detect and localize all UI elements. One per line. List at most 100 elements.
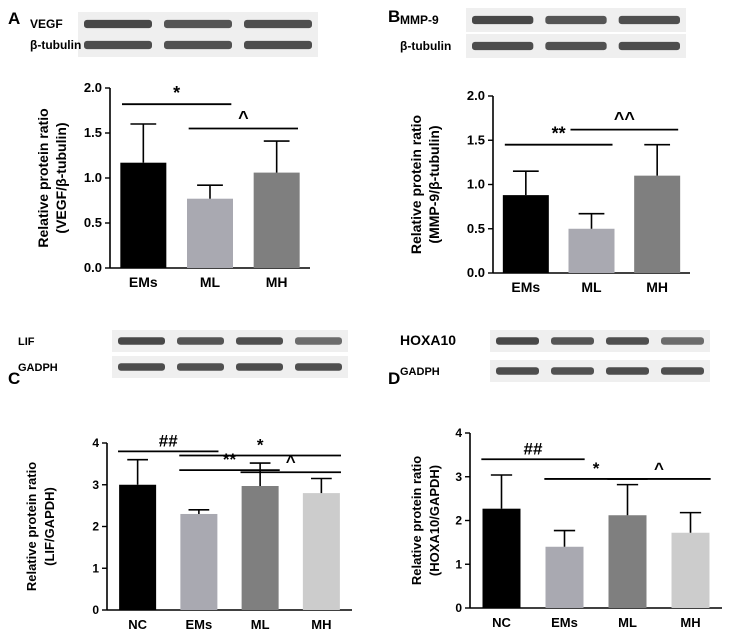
blot-band	[177, 363, 224, 371]
x-tick-label: EMs	[511, 279, 540, 295]
panel-letter: A	[8, 9, 20, 28]
y-tick-label: 1.0	[84, 170, 102, 185]
blot-band	[84, 19, 152, 29]
blot-band	[84, 40, 152, 50]
blot-band	[606, 367, 649, 375]
y-tick-label: 1.0	[467, 177, 485, 192]
bar-mh	[634, 175, 681, 273]
y-tick-label: 0.0	[467, 265, 485, 280]
blot-band	[236, 363, 283, 371]
blot-label-loading: β-tubulin	[400, 39, 451, 53]
significance-mark: ^^	[614, 109, 636, 129]
y-tick-label: 1	[455, 557, 462, 571]
blot-label-loading: GADPH	[400, 366, 440, 378]
y-tick-label: 4	[92, 436, 99, 450]
significance-mark: ##	[524, 439, 543, 458]
x-tick-label: ML	[251, 617, 270, 632]
blot-band	[244, 40, 312, 50]
significance-mark: *	[173, 83, 180, 103]
y-axis-label-sub: (HOXA10/GAPDH)	[427, 465, 442, 576]
y-axis-label-sub: (VEGF/β-tubulin)	[53, 122, 69, 233]
y-tick-label: 0	[92, 603, 99, 617]
blot-label-target: HOXA10	[400, 332, 456, 348]
x-tick-label: MH	[680, 615, 700, 630]
blot-band	[118, 363, 165, 371]
y-tick-label: 2	[455, 514, 462, 528]
blot-band	[472, 15, 534, 25]
blot-strip-target	[112, 330, 348, 352]
bar-ems	[502, 195, 549, 273]
y-axis-label: Relative protein ratio	[24, 462, 39, 591]
bar-ml	[241, 486, 279, 610]
y-tick-label: 2	[92, 520, 99, 534]
y-tick-label: 0.5	[84, 215, 102, 230]
significance-mark: **	[552, 124, 566, 144]
y-tick-label: 1.5	[84, 125, 102, 140]
bar-ems	[120, 162, 167, 268]
y-tick-label: 0.5	[467, 221, 485, 236]
bar-ems	[545, 546, 584, 608]
y-axis-label: Relative protein ratio	[35, 108, 51, 247]
blot-label-target: VEGF	[30, 17, 63, 31]
y-axis-label: Relative protein ratio	[409, 456, 424, 585]
x-tick-label: MH	[311, 617, 331, 632]
blot-band	[496, 367, 539, 375]
blot-band	[551, 367, 594, 375]
y-tick-label: 2.0	[467, 88, 485, 103]
significance-mark: *	[593, 459, 600, 478]
blot-band	[164, 19, 232, 29]
bar-ems	[180, 513, 218, 610]
bar-mh	[253, 172, 300, 268]
panel-b: B MMP-9 β-tubulin 0.0 0.5 1.0 1.5 2.0 Relative p…	[388, 7, 690, 295]
y-axis-label: Relative protein ratio	[408, 115, 424, 254]
y-tick-label: 1	[92, 561, 99, 575]
blot-band	[496, 337, 539, 345]
x-tick-label: MH	[266, 274, 288, 290]
blot-band	[661, 367, 704, 375]
blot-label-target: LIF	[18, 336, 35, 348]
bar-mh	[671, 532, 710, 608]
blot-label-loading: β-tubulin	[30, 38, 81, 52]
x-tick-label: EMs	[186, 617, 213, 632]
blot-band	[164, 40, 232, 50]
y-tick-label: 1.5	[467, 132, 485, 147]
panel-letter: B	[388, 7, 400, 26]
blot-band	[618, 41, 680, 51]
significance-mark: ##	[159, 431, 178, 450]
blot-strip-target	[490, 330, 710, 352]
blot-band	[661, 337, 704, 345]
significance-mark: *	[257, 436, 264, 455]
blot-band	[545, 15, 607, 25]
x-tick-label: NC	[492, 615, 511, 630]
y-axis-label-sub: (LIF/GAPDH)	[42, 487, 57, 566]
y-axis-label-sub: (MMP-9/β-tubulin)	[426, 125, 442, 243]
blot-band	[118, 337, 165, 345]
x-tick-label: NC	[128, 617, 147, 632]
x-tick-label: ML	[581, 279, 602, 295]
panel-a: A VEGF β-tubulin 0.0 0.5 1.0 1.5 2.0 Relative pr…	[8, 9, 318, 290]
y-tick-label: 0.0	[84, 260, 102, 275]
blot-strip-loading	[490, 360, 710, 382]
blot-band	[618, 15, 680, 25]
blot-band	[244, 19, 312, 29]
blot-band	[472, 41, 534, 51]
y-tick-label: 2.0	[84, 80, 102, 95]
y-tick-label: 4	[455, 426, 462, 440]
bar-nc	[482, 508, 521, 608]
panel-c: C LIF GADPH 0 1 2 3 4 Relative protein ratio (LIF…	[8, 330, 352, 632]
panel-letter: D	[388, 369, 400, 388]
blot-band	[236, 337, 283, 345]
significance-mark: ^	[654, 459, 664, 478]
x-tick-label: MH	[646, 279, 668, 295]
blot-band	[177, 337, 224, 345]
significance-mark: ^	[238, 108, 249, 128]
y-tick-label: 0	[455, 601, 462, 615]
blot-band	[551, 337, 594, 345]
y-tick-label: 3	[92, 478, 99, 492]
x-tick-label: ML	[200, 274, 221, 290]
blot-band	[295, 363, 342, 371]
blot-band	[606, 337, 649, 345]
bar-nc	[119, 484, 157, 610]
bar-mh	[302, 493, 340, 610]
